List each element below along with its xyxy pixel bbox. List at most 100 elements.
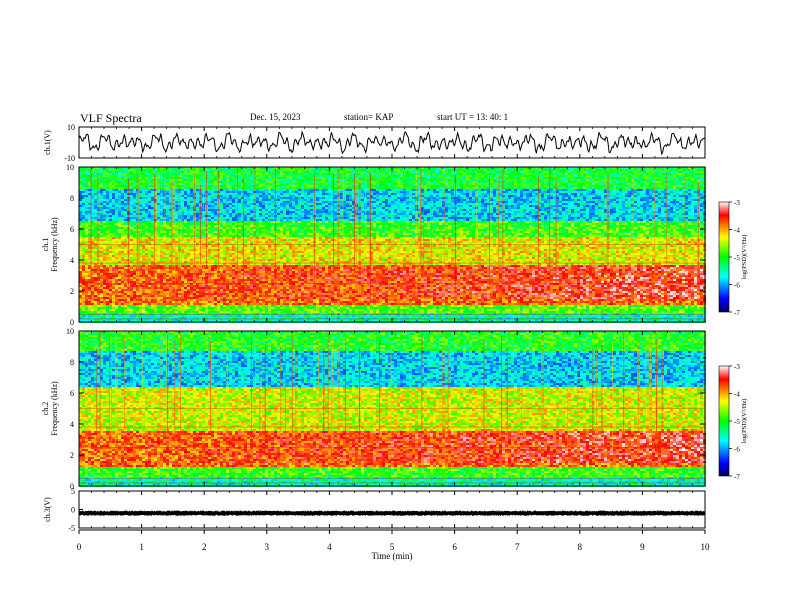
ch1-spectrogram-cell <box>568 171 571 173</box>
ch1-spectrogram-cell <box>112 167 115 169</box>
ch1-spectrogram-cell <box>484 195 487 197</box>
ch1-spectrogram-cell <box>112 191 115 193</box>
ch1-spectrogram-cell <box>352 201 355 203</box>
ch1-spectrogram-cell <box>229 191 232 193</box>
ch1-spectrogram-cell <box>526 205 529 207</box>
ch1-spectrogram-cell <box>634 187 637 189</box>
ch1-spectrogram-cell <box>574 173 577 175</box>
ch1-spectrogram-cell <box>298 207 301 209</box>
ch1-spectrogram-cell <box>457 169 460 171</box>
ch1-spectrogram-cell <box>508 201 511 203</box>
ch1-spectrogram-cell <box>235 177 238 179</box>
ch1-spectrogram-cell <box>376 211 379 213</box>
ch1-spectrogram-cell <box>421 181 424 183</box>
ch1-spectrogram-cell <box>523 207 526 209</box>
ch1-spectrogram-cell <box>586 197 589 199</box>
ch1-spectrogram-cell <box>673 173 676 175</box>
ch1-spectrogram-cell <box>511 195 514 197</box>
ch1-spectrogram-cell <box>187 191 190 193</box>
ch1-spectrogram-cell <box>322 179 325 181</box>
ch1-spectrogram-cell <box>256 189 259 191</box>
ch1-spectrogram-cell <box>232 191 235 193</box>
ch1-spectrogram-cell <box>685 185 688 187</box>
ch1-spectrogram-cell <box>682 169 685 171</box>
ch1-spectrogram-cell <box>475 169 478 171</box>
ch1-spectrogram-cell <box>253 195 256 197</box>
ch1-spectrogram-cell <box>685 169 688 171</box>
ch1-spectrogram-cell <box>331 167 334 169</box>
ch1-spectrogram-cell <box>535 189 538 191</box>
ch1-spectrogram-cell <box>478 169 481 171</box>
ch1-spectrogram-cell <box>346 175 349 177</box>
ch1-spectrogram-cell <box>574 201 577 203</box>
ch1-spectrogram-cell <box>610 201 613 203</box>
ch1-spectrogram-cell <box>571 201 574 203</box>
ch1-spectrogram-cell <box>244 205 247 207</box>
ch1-spectrogram-cell <box>436 197 439 199</box>
ch1-spectrogram-cell <box>331 191 334 193</box>
ch1-spectrogram-cell <box>664 183 667 185</box>
ch1-spectrogram-cell <box>163 173 166 175</box>
ch1-spectrogram-cell <box>406 193 409 195</box>
ch1-spectrogram-cell <box>547 201 550 203</box>
ch1-spectrogram-cell <box>166 195 169 197</box>
ch1-spectrogram-cell <box>256 191 259 193</box>
ch1-spectrogram-cell <box>661 199 664 201</box>
ch1-spectrogram-cell <box>382 167 385 169</box>
ch1-spectrogram-cell <box>388 197 391 199</box>
ch1-spectrogram-cell <box>280 195 283 197</box>
ch1-spectrogram-cell <box>583 189 586 191</box>
ch1-spectrogram-cell <box>253 213 256 215</box>
ch1-spectrogram-cell <box>259 205 262 207</box>
ch1-spectrogram-cell <box>658 189 661 191</box>
ch1-spectrogram-cell <box>142 193 145 195</box>
ch1-spectrogram-cell <box>226 187 229 189</box>
ch1-spectrogram-cell <box>565 185 568 187</box>
ch1-spectrogram-cell <box>640 197 643 199</box>
ch1-spectrogram-cell <box>547 211 550 213</box>
ch1-spectrogram-cell <box>310 199 313 201</box>
ch1-spectrogram-cell <box>253 171 256 173</box>
ch1-spectrogram-cell <box>613 171 616 173</box>
ch1-spectrogram-cell <box>550 199 553 201</box>
ch1-spectrogram-cell <box>145 189 148 191</box>
ch1-spectrogram-cell <box>208 205 211 207</box>
ch1-spectrogram-cell <box>562 211 565 213</box>
ch1-spectrogram-cell <box>499 209 502 211</box>
ch1-spectrogram-cell <box>154 175 157 177</box>
ch1-spectrogram-cell <box>103 211 106 213</box>
ch1-spectrogram-cell <box>592 177 595 179</box>
ch1-spectrogram-cell <box>223 203 226 205</box>
ch1-ytick-label: -10 <box>64 154 75 163</box>
ch1-spectrogram-cell <box>517 201 520 203</box>
ch1-spectrogram-cell <box>670 169 673 171</box>
ch1-spectrogram-cell <box>586 181 589 183</box>
ch1-spectrogram-cell <box>457 207 460 209</box>
ch1-spectrogram-cell <box>442 175 445 177</box>
ch1-spectrogram-cell <box>622 207 625 209</box>
ch1-spectrogram-cell <box>412 193 415 195</box>
ch1-spectrogram-cell <box>121 209 124 211</box>
ch1-spectrogram-cell <box>472 185 475 187</box>
ch1-spectrogram-cell <box>481 193 484 195</box>
ch1-spectrogram-cell <box>334 179 337 181</box>
ch1-spectrogram-cell <box>256 205 259 207</box>
ch1-spectrogram-cell <box>319 205 322 207</box>
ch1-spectrogram-cell <box>286 179 289 181</box>
ch1-spectrogram-cell <box>400 179 403 181</box>
ch1-spectrogram-cell <box>313 169 316 171</box>
ch1-spectrogram-cell <box>262 193 265 195</box>
ch1-spectrogram-cell <box>481 187 484 189</box>
ch1-spectrogram-cell <box>106 173 109 175</box>
ch1-spectrogram-cell <box>574 179 577 181</box>
figure-title: VLF Spectra <box>80 111 142 126</box>
ch1-spectrogram-cell <box>637 177 640 179</box>
ch1-spectrogram-cell <box>622 173 625 175</box>
ch1-spectrogram-cell <box>307 199 310 201</box>
ch1-spectrogram-cell <box>661 175 664 177</box>
ch1-spectrogram-cell <box>682 175 685 177</box>
ch1-spectrogram-cell <box>445 193 448 195</box>
ch1-spectrogram-cell <box>631 203 634 205</box>
ch1-spectrogram-cell <box>520 179 523 181</box>
ch1-spectrogram-cell <box>697 169 700 171</box>
